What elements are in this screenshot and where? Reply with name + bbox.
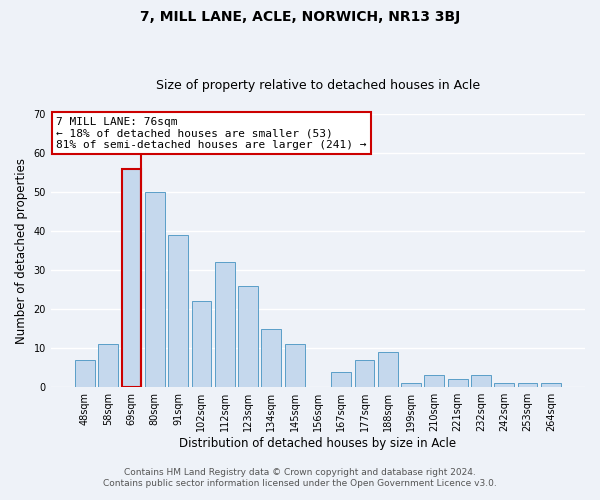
Bar: [191, 302, 211, 387]
Text: Contains HM Land Registry data © Crown copyright and database right 2024.
Contai: Contains HM Land Registry data © Crown c…: [103, 468, 497, 487]
Bar: [448, 380, 467, 387]
Bar: [518, 384, 538, 387]
X-axis label: Distribution of detached houses by size in Acle: Distribution of detached houses by size …: [179, 437, 457, 450]
Bar: [145, 192, 165, 387]
Bar: [98, 344, 118, 387]
Title: Size of property relative to detached houses in Acle: Size of property relative to detached ho…: [156, 79, 480, 92]
Bar: [262, 328, 281, 387]
Text: 7, MILL LANE, ACLE, NORWICH, NR13 3BJ: 7, MILL LANE, ACLE, NORWICH, NR13 3BJ: [140, 10, 460, 24]
Text: 7 MILL LANE: 76sqm
← 18% of detached houses are smaller (53)
81% of semi-detache: 7 MILL LANE: 76sqm ← 18% of detached hou…: [56, 116, 367, 150]
Bar: [378, 352, 398, 387]
Bar: [215, 262, 235, 387]
Bar: [494, 384, 514, 387]
Bar: [541, 384, 561, 387]
Bar: [401, 384, 421, 387]
Bar: [238, 286, 258, 387]
Bar: [331, 372, 351, 387]
Bar: [75, 360, 95, 387]
Bar: [122, 168, 142, 387]
Bar: [355, 360, 374, 387]
Bar: [285, 344, 305, 387]
Bar: [168, 235, 188, 387]
Y-axis label: Number of detached properties: Number of detached properties: [15, 158, 28, 344]
Bar: [424, 376, 444, 387]
Bar: [471, 376, 491, 387]
